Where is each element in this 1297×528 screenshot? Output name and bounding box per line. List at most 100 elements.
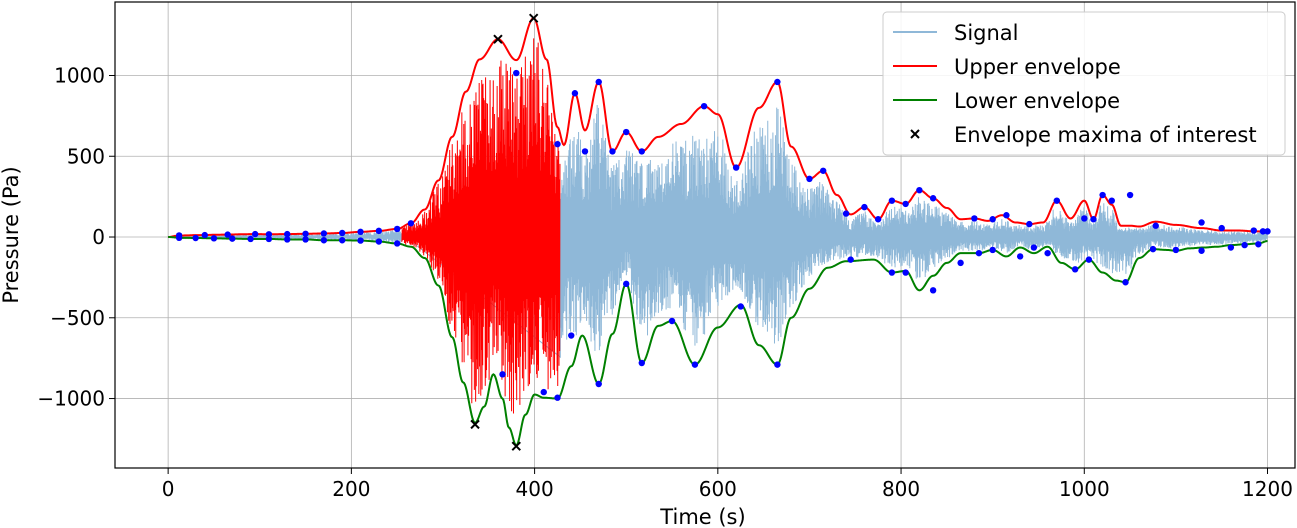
signal-highlight-line [401, 38, 561, 414]
extrema-point [902, 269, 909, 276]
extrema-point [861, 203, 868, 211]
extrema-point [375, 238, 383, 245]
extrema-point [393, 225, 401, 233]
extrema-point [1085, 256, 1093, 263]
extrema-point [638, 359, 645, 367]
extrema-point [1198, 247, 1205, 254]
extrema-point [1044, 249, 1051, 257]
extrema-point [251, 230, 259, 238]
extrema-point [874, 216, 882, 223]
extrema-point [1090, 216, 1097, 223]
extrema-point [339, 237, 346, 244]
extrema-point [691, 361, 699, 368]
extrema-point [1149, 245, 1157, 253]
extrema-point [929, 195, 937, 202]
extrema-point [393, 240, 401, 247]
extrema-point [265, 235, 273, 243]
maxima-marker [493, 34, 503, 44]
extrema-point [842, 210, 850, 217]
extrema-point [902, 200, 909, 208]
extrema-point [581, 148, 589, 155]
y-axis-label: Pressure (Pa) [0, 166, 23, 303]
extrema-point [554, 140, 561, 148]
y-tick-label: −1000 [37, 387, 105, 411]
extrema-point [1030, 244, 1038, 251]
extrema-point [989, 216, 996, 223]
extrema-point [224, 231, 231, 238]
extrema-point [595, 380, 602, 388]
x-tick-label: 800 [882, 477, 920, 501]
extrema-point [1172, 246, 1180, 254]
extrema-point [888, 269, 896, 276]
legend-label: Signal [954, 21, 1019, 45]
maxima-marker [528, 13, 539, 23]
extrema-point [1198, 219, 1205, 226]
extrema-point [1026, 220, 1033, 228]
extrema-point [320, 237, 328, 244]
x-tick-label: 600 [699, 477, 737, 501]
extrema-point [284, 230, 291, 238]
y-axis: −1000 −500 0 500 1000 [37, 63, 115, 411]
extrema-point [971, 215, 978, 222]
extrema-point [1081, 215, 1088, 222]
extrema-point [737, 303, 744, 310]
extrema-point [302, 230, 309, 237]
extrema-point [847, 256, 854, 263]
extrema-point [1250, 227, 1257, 234]
x-tick-label: 1000 [1059, 477, 1110, 501]
lower-envelope-line [168, 236, 1268, 447]
extrema-point [302, 236, 309, 243]
extrema-point [1227, 244, 1235, 251]
y-tick-label: −500 [50, 306, 105, 330]
extrema-point [1053, 197, 1061, 204]
extrema-point [284, 236, 291, 243]
extrema-point [175, 234, 183, 242]
extrema-point [265, 231, 273, 238]
extrema-point [638, 148, 645, 155]
legend-marker [910, 129, 920, 139]
maxima-marker [511, 441, 521, 451]
extrema-point [1241, 241, 1248, 249]
extrema-point [732, 164, 740, 171]
extrema-point [700, 102, 708, 110]
extrema-point [1255, 241, 1262, 248]
extrema-point [571, 90, 579, 97]
extrema-point [499, 371, 506, 378]
extrema-point [806, 175, 813, 183]
extrema-point [320, 230, 328, 237]
plot-frame [114, 1, 1296, 469]
extrema-point [540, 388, 547, 396]
plot-area [168, 13, 1271, 451]
extrema-point [513, 69, 520, 77]
maxima-marker [470, 419, 480, 430]
extrema-point [1003, 212, 1010, 219]
extrema-point [1071, 266, 1079, 273]
extrema-point [929, 287, 937, 294]
extrema-point [192, 234, 199, 242]
extrema-point [668, 317, 676, 325]
extrema-point [1126, 191, 1134, 199]
extrema-point [339, 229, 346, 237]
extrema-point [623, 280, 630, 288]
extrema-point [1108, 197, 1115, 204]
extrema-point [1218, 224, 1225, 232]
extrema-point [975, 249, 983, 257]
extrema-point [957, 259, 964, 267]
extrema-point [609, 148, 616, 155]
extrema-point [623, 128, 630, 136]
extrema-point [774, 78, 781, 86]
extrema-point [210, 235, 218, 242]
extrema-point [774, 361, 781, 368]
x-tick-label: 0 [162, 477, 175, 501]
extrema-point [916, 186, 923, 194]
legend: Signal Upper envelope Lower envelope Envelo… [882, 11, 1286, 156]
extrema-point [201, 231, 208, 239]
extrema-point [357, 228, 364, 236]
legend-label: Envelope maxima of interest [954, 123, 1257, 147]
x-tick-label: 400 [516, 477, 554, 501]
extrema-point [1259, 228, 1267, 235]
x-tick-label: 200 [332, 477, 370, 501]
extrema-point [1264, 228, 1271, 235]
x-tick-label: 1200 [1242, 477, 1293, 501]
